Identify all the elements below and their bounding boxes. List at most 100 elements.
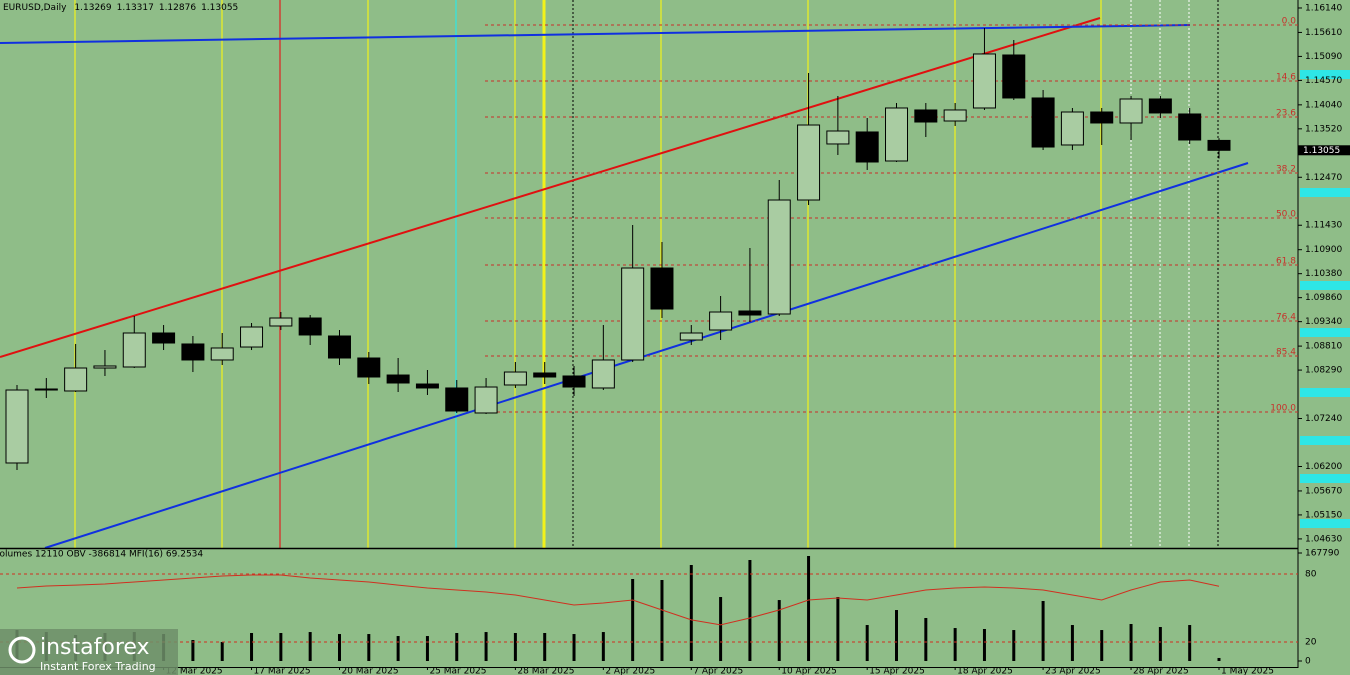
candle-body <box>34 388 58 391</box>
fib-label: 50.0 <box>1276 210 1296 220</box>
candle-body <box>1178 113 1202 141</box>
fib-label: 14.6 <box>1276 73 1296 83</box>
y-tick-label: 1.08810 <box>1305 342 1342 352</box>
candle-body <box>562 375 586 388</box>
fib-label: 100.0 <box>1270 404 1296 414</box>
candle-body <box>1119 98 1143 124</box>
candle-body <box>855 131 879 163</box>
watermark-icon <box>8 636 36 664</box>
x-tick-label: 15 Apr 2025 <box>869 667 925 675</box>
watermark: instaforex Instant Forex Trading <box>0 629 178 675</box>
fib-label: 0.0 <box>1282 17 1297 27</box>
y-tick-label: 1.06200 <box>1305 462 1342 472</box>
y-tick-label: 1.12470 <box>1305 173 1342 183</box>
watermark-tagline: Instant Forex Trading <box>40 660 156 673</box>
candle-body <box>679 332 703 341</box>
candle-body <box>1031 97 1055 148</box>
candle-body <box>445 387 469 412</box>
x-tick-label: 23 Apr 2025 <box>1045 667 1101 675</box>
fib-label: 85.4 <box>1276 348 1296 358</box>
y-tick-label: 1.09860 <box>1305 293 1342 303</box>
y-tick-label: 1.14040 <box>1305 100 1342 110</box>
y-tick-label: 167790 <box>1305 549 1340 559</box>
candle-body <box>357 357 381 378</box>
candle-body <box>64 367 88 392</box>
y-tick-label: 1.15090 <box>1305 52 1342 62</box>
trend-line <box>0 24 1191 44</box>
vertical-markers <box>1130 0 1190 548</box>
x-tick-label: 18 Apr 2025 <box>957 667 1013 675</box>
y-tick-label: 1.10380 <box>1305 269 1342 279</box>
candle-body <box>650 267 674 310</box>
symbol-header: EURUSD,Daily 1.13269 1.13317 1.12876 1.13055 <box>3 3 238 13</box>
y-tick-label: 1.09340 <box>1305 317 1342 327</box>
candle-body <box>5 389 29 464</box>
candle-body <box>826 130 850 145</box>
candle-body <box>474 386 498 414</box>
price-panel: 0.0 14.6 23.6 38.2 50.0 61.8 76.4 85.4 100.0 <box>5 17 1298 470</box>
candle-body <box>797 124 821 201</box>
x-tick-label: 10 Apr 2025 <box>781 667 837 675</box>
current-price-box <box>1298 145 1350 156</box>
y-tick-label: 0 <box>1305 657 1311 667</box>
y-tick-label: 80 <box>1305 570 1317 580</box>
candle-body <box>621 267 645 361</box>
header-low: 1.12876 <box>159 3 196 13</box>
x-tick-label: 17 Mar 2025 <box>254 667 311 675</box>
header-high: 1.13317 <box>117 3 154 13</box>
y-tick-label: 1.15610 <box>1305 28 1342 38</box>
candle-body <box>210 347 234 361</box>
candle-body <box>1060 111 1084 146</box>
candle-body <box>327 335 351 359</box>
candle-body <box>503 371 527 386</box>
candle-body <box>181 343 205 361</box>
candle-body <box>972 53 996 109</box>
candle-body <box>1002 54 1026 99</box>
candle-body <box>298 317 322 336</box>
current-price-label: 1.13055 <box>1303 146 1340 156</box>
y-tick-label: 1.05150 <box>1305 510 1342 520</box>
y-tick-label: 1.07240 <box>1305 414 1342 424</box>
candle-body <box>93 365 117 369</box>
candle-body <box>1148 98 1172 114</box>
mfi-line <box>16 574 1220 626</box>
x-tick-label: 28 Apr 2025 <box>1133 667 1189 675</box>
y-tick-label: 1.05670 <box>1305 486 1342 496</box>
x-tick-label: 25 Mar 2025 <box>429 667 486 675</box>
y-tick-label: 1.08290 <box>1305 366 1342 376</box>
candle-body <box>122 332 146 368</box>
x-tick-label: 20 Mar 2025 <box>341 667 398 675</box>
header-open: 1.13269 <box>74 3 111 13</box>
candle-body <box>533 372 557 378</box>
watermark-brand: instaforex <box>40 635 150 660</box>
candle-body <box>269 317 293 327</box>
trend-line <box>44 162 1249 548</box>
candle-body <box>415 383 439 389</box>
fib-label: 61.8 <box>1276 257 1296 267</box>
chart-overlays <box>0 0 1249 548</box>
fib-label: 76.4 <box>1276 313 1296 323</box>
fib-label: 38.2 <box>1276 164 1296 174</box>
y-tick-label: 1.04630 <box>1305 534 1342 544</box>
y-tick-label: 1.11430 <box>1305 221 1342 231</box>
indicator-header: Volumes 12110 OBV -386814 MFI(16) 69.253… <box>0 550 203 560</box>
x-tick-label: 1 May 2025 <box>1221 667 1274 675</box>
candle-body <box>914 109 938 123</box>
candle-body <box>885 107 909 162</box>
price-markers <box>1300 70 1350 528</box>
y-tick-label: 1.10900 <box>1305 245 1342 255</box>
candle-body <box>591 359 615 389</box>
candle-body <box>738 310 762 316</box>
x-tick-label: 12 Mar 2025 <box>166 667 223 675</box>
candle-body <box>240 326 264 348</box>
candle-body <box>709 311 733 331</box>
watermark-box <box>0 629 178 675</box>
fib-label: 23.6 <box>1276 108 1296 118</box>
candle-body <box>943 109 967 122</box>
candle-body <box>152 332 176 344</box>
candle-body <box>1207 139 1231 151</box>
x-tick-label: 7 Apr 2025 <box>693 667 743 675</box>
trend-line <box>0 17 1101 358</box>
